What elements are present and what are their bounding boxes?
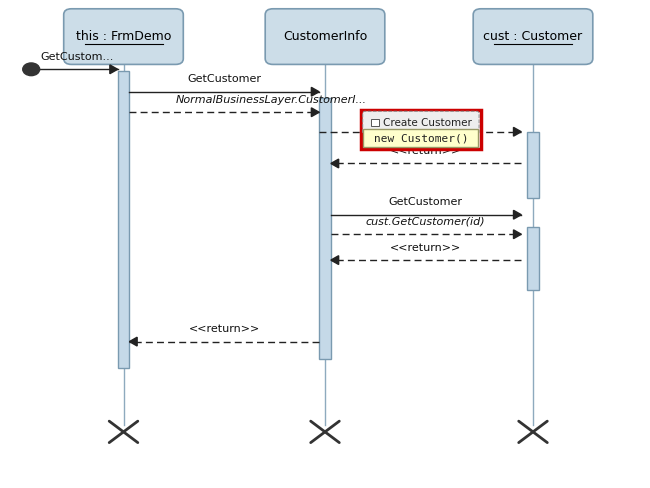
FancyBboxPatch shape xyxy=(363,111,479,134)
FancyBboxPatch shape xyxy=(64,9,183,64)
Text: NormalBusinessLayer.CustomerI...: NormalBusinessLayer.CustomerI... xyxy=(176,95,367,105)
Text: GetCustom...: GetCustom... xyxy=(40,52,113,62)
Text: new Customer(): new Customer() xyxy=(374,133,468,143)
Bar xyxy=(527,132,539,198)
Text: Create Customer: Create Customer xyxy=(383,118,472,127)
Text: <<return>>: <<return>> xyxy=(390,146,462,156)
FancyBboxPatch shape xyxy=(473,9,593,64)
Text: <<return>>: <<return>> xyxy=(188,325,260,334)
Text: GetCustomer: GetCustomer xyxy=(389,198,463,207)
Text: this : FrmDemo: this : FrmDemo xyxy=(76,30,171,43)
FancyBboxPatch shape xyxy=(363,129,478,147)
Polygon shape xyxy=(331,256,339,264)
Bar xyxy=(370,120,379,126)
Text: CustomerInfo: CustomerInfo xyxy=(283,30,367,43)
Bar xyxy=(361,110,481,149)
Polygon shape xyxy=(129,337,137,346)
Polygon shape xyxy=(514,127,521,136)
Bar xyxy=(319,98,331,359)
Circle shape xyxy=(23,63,40,76)
Text: cust : Customer: cust : Customer xyxy=(484,30,582,43)
Bar xyxy=(527,227,539,290)
Polygon shape xyxy=(331,159,339,168)
Polygon shape xyxy=(110,65,118,74)
Polygon shape xyxy=(311,87,319,96)
Text: GetCustomer: GetCustomer xyxy=(187,75,261,84)
Text: cust.GetCustomer(id): cust.GetCustomer(id) xyxy=(366,217,486,227)
FancyBboxPatch shape xyxy=(265,9,385,64)
Text: <<return>>: <<return>> xyxy=(390,243,462,253)
Polygon shape xyxy=(514,230,521,239)
Polygon shape xyxy=(514,210,521,219)
Polygon shape xyxy=(311,108,319,117)
Bar xyxy=(118,71,129,368)
